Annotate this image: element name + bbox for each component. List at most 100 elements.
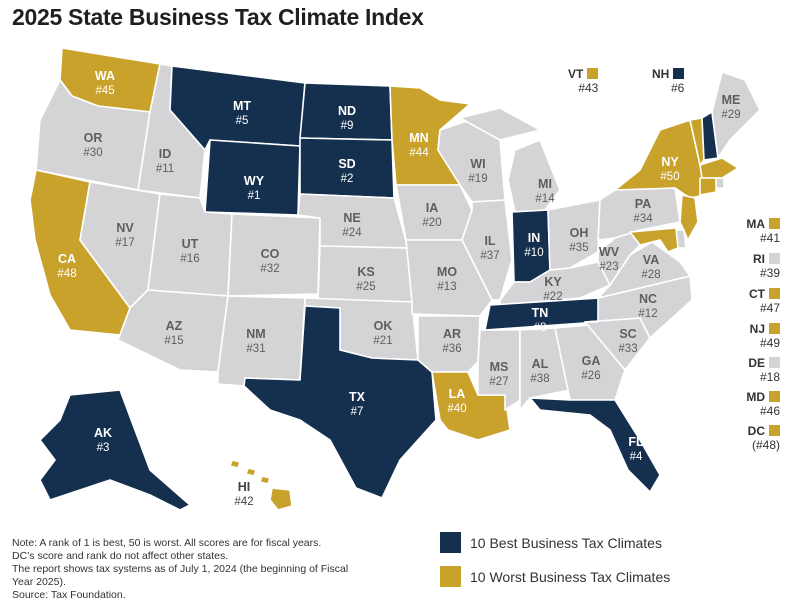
state-rank-nc: #12 — [638, 308, 657, 320]
state-abbr-wv: WV — [599, 245, 620, 259]
state-label-wi: WI #19 — [468, 157, 487, 185]
state-label-ky: KY #22 — [543, 275, 562, 303]
state-abbr-wy: WY — [244, 174, 265, 188]
state-al[interactable] — [519, 327, 571, 411]
state-abbr-ok: OK — [374, 319, 393, 333]
legend: 10 Best Business Tax Climates 10 Worst B… — [440, 532, 670, 600]
callout-de: DE #18 — [748, 356, 780, 384]
notes: Note: A rank of 1 is best, 50 is worst. … — [12, 537, 372, 602]
note-line-2: DC’s score and rank do not affect other … — [12, 550, 229, 562]
state-ga[interactable] — [554, 324, 626, 401]
state-abbr-fl: FL — [628, 435, 644, 449]
state-oh[interactable] — [547, 199, 601, 271]
callout-ct-abbr: CT — [749, 287, 765, 301]
state-rank-mt: #5 — [236, 115, 249, 127]
state-rank-il: #37 — [480, 250, 499, 262]
state-label-ga: GA #26 — [581, 354, 600, 382]
callout-ri: RI #39 — [753, 252, 780, 280]
callout-ma-swatch — [769, 218, 780, 229]
state-la[interactable] — [431, 371, 511, 441]
legend-best-label: 10 Best Business Tax Climates — [470, 534, 662, 551]
state-abbr-nc: NC — [639, 292, 657, 306]
state-rank-tx: #7 — [351, 406, 364, 418]
state-rank-ga: #26 — [581, 370, 600, 382]
state-label-ne: NE #24 — [342, 211, 362, 239]
state-abbr-il: IL — [484, 234, 495, 248]
state-nm[interactable] — [217, 295, 306, 387]
state-label-mi: MI #14 — [535, 177, 555, 205]
state-abbr-ne: NE — [343, 211, 360, 225]
state-label-ia: IA #20 — [422, 201, 441, 229]
state-ct[interactable] — [699, 177, 717, 196]
state-nj[interactable] — [679, 194, 699, 241]
state-rank-mi: #14 — [535, 193, 555, 205]
state-rank-mo: #13 — [437, 281, 456, 293]
callout-vt-swatch — [587, 68, 599, 79]
state-rank-ar: #36 — [442, 343, 461, 355]
state-hi[interactable] — [229, 459, 293, 511]
state-label-ca: CA #48 — [57, 252, 76, 280]
state-abbr-ky: KY — [544, 275, 562, 289]
state-rank-hi: #42 — [234, 496, 253, 508]
state-label-fl: FL #4 — [628, 435, 644, 463]
callout-de-rank: #18 — [759, 370, 780, 384]
state-label-va: VA #28 — [641, 253, 660, 281]
callout-dc-abbr: DC — [747, 424, 765, 438]
state-rank-ne: #24 — [342, 227, 362, 239]
state-label-me: ME #29 — [721, 93, 740, 121]
state-abbr-pa: PA — [635, 197, 651, 211]
state-label-tn: TN #8 — [532, 306, 549, 334]
state-label-wv: WV #23 — [599, 245, 620, 273]
state-rank-id: #11 — [156, 163, 174, 175]
callout-vt: VT #43 — [568, 67, 599, 95]
callout-ma: MA #41 — [746, 217, 780, 245]
callout-ct-swatch — [769, 288, 780, 299]
state-label-in: IN #10 — [524, 231, 543, 259]
state-md[interactable] — [629, 227, 679, 253]
state-label-al: AL #38 — [530, 357, 549, 385]
state-label-nm: NM #31 — [246, 327, 265, 355]
state-label-tx: TX #7 — [349, 390, 366, 418]
state-label-nv: NV #17 — [115, 221, 134, 249]
state-rank-or: #30 — [83, 147, 102, 159]
state-abbr-wa: WA — [95, 69, 115, 83]
state-label-la: LA #40 — [447, 387, 466, 415]
state-label-id: ID #11 — [156, 147, 174, 175]
state-in[interactable] — [511, 209, 551, 283]
state-ny[interactable] — [614, 119, 706, 199]
callout-md-abbr: MD — [746, 390, 765, 404]
state-abbr-me: ME — [722, 93, 741, 107]
source-line: Source: Tax Foundation. — [12, 589, 126, 601]
state-label-ak: AK #3 — [94, 426, 112, 454]
callout-de-swatch — [769, 357, 780, 368]
callout-nh-abbr: NH — [652, 67, 670, 81]
state-rank-mn: #44 — [409, 147, 429, 159]
callout-ct-rank: #47 — [759, 301, 780, 315]
state-rank-wa: #45 — [95, 85, 114, 97]
state-rank-oh: #35 — [569, 242, 588, 254]
state-fl[interactable] — [529, 397, 661, 493]
state-nc[interactable] — [584, 275, 693, 339]
state-rank-tn: #8 — [534, 322, 547, 334]
state-rank-ks: #25 — [356, 281, 375, 293]
state-abbr-sd: SD — [338, 157, 355, 171]
state-tx[interactable] — [243, 305, 437, 499]
state-il[interactable] — [461, 199, 513, 301]
state-abbr-wi: WI — [470, 157, 485, 171]
state-label-pa: PA #34 — [633, 197, 653, 225]
state-rank-co: #32 — [260, 263, 279, 275]
state-me[interactable] — [711, 71, 761, 159]
state-ma[interactable] — [699, 157, 739, 179]
state-ri[interactable] — [715, 177, 725, 189]
state-abbr-nd: ND — [338, 104, 356, 118]
legend-worst: 10 Worst Business Tax Climates — [440, 566, 670, 587]
state-abbr-ny: NY — [661, 155, 679, 169]
state-label-co: CO #32 — [260, 247, 279, 275]
state-rank-fl: #4 — [630, 451, 643, 463]
state-abbr-ks: KS — [357, 265, 374, 279]
state-ak[interactable] — [39, 389, 191, 511]
callout-nh-swatch — [673, 68, 685, 79]
state-abbr-nm: NM — [246, 327, 265, 341]
callout-de-abbr: DE — [748, 356, 765, 370]
state-abbr-tn: TN — [532, 306, 549, 320]
